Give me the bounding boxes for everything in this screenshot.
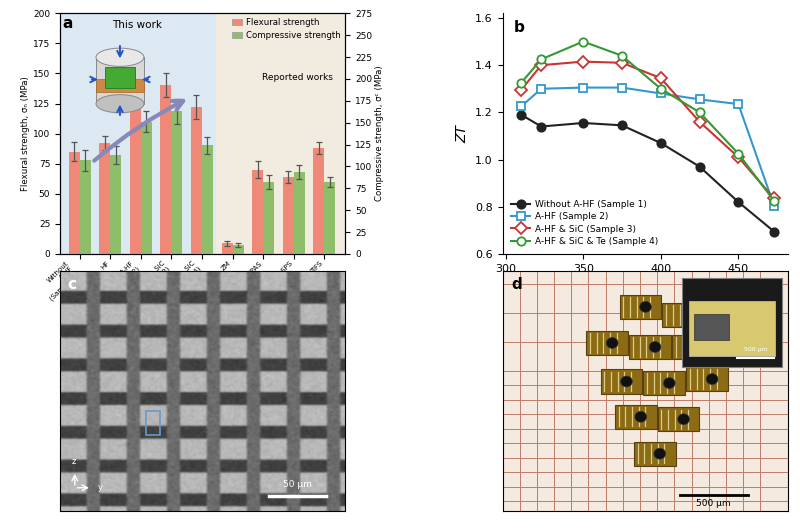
Ellipse shape — [621, 376, 632, 387]
A-HF & SiC (Sample 3) — [516, 87, 526, 93]
Bar — [263, 182, 274, 254]
A-HF & SiC (Sample 3) — [656, 75, 666, 81]
Text: This work: This work — [112, 21, 162, 30]
A-HF (Sample 2) — [734, 101, 743, 107]
Y-axis label: Flexural strength, σₙ (MPa): Flexural strength, σₙ (MPa) — [22, 76, 30, 191]
Bar — [619, 295, 662, 319]
Bar — [171, 111, 182, 254]
A-HF & SiC & Te (Sample 4) — [694, 109, 704, 116]
Text: y: y — [98, 483, 102, 492]
Bar — [324, 182, 335, 254]
Line: Without A-HF (Sample 1): Without A-HF (Sample 1) — [517, 111, 778, 236]
Text: z: z — [71, 457, 75, 466]
Ellipse shape — [706, 374, 718, 384]
Text: b: b — [514, 21, 525, 36]
Bar — [141, 122, 152, 254]
Ellipse shape — [640, 302, 651, 312]
Ellipse shape — [692, 341, 704, 352]
A-HF (Sample 2) — [656, 90, 666, 96]
Y-axis label: ZT: ZT — [455, 125, 470, 143]
Bar — [146, 411, 160, 435]
Bar — [662, 303, 704, 327]
Without A-HF (Sample 1) — [617, 122, 626, 128]
Bar — [252, 170, 263, 254]
X-axis label: T (K): T (K) — [630, 279, 660, 292]
Legend: Flexural strength, Compressive strength: Flexural strength, Compressive strength — [232, 17, 341, 40]
Bar — [80, 160, 91, 254]
Text: 50 μm: 50 μm — [283, 480, 312, 489]
Y-axis label: Compressive strength, σᶜ (MPa): Compressive strength, σᶜ (MPa) — [375, 66, 384, 201]
A-HF & SiC & Te (Sample 4) — [537, 56, 546, 63]
Bar — [191, 107, 202, 254]
Without A-HF (Sample 1) — [694, 163, 704, 170]
Ellipse shape — [730, 328, 742, 339]
A-HF & SiC (Sample 3) — [617, 59, 626, 66]
Ellipse shape — [635, 411, 646, 422]
Text: 500 μm: 500 μm — [697, 499, 731, 508]
Without A-HF (Sample 1) — [734, 199, 743, 205]
Line: A-HF & SiC & Te (Sample 4): A-HF & SiC & Te (Sample 4) — [517, 38, 778, 205]
Bar — [60, 13, 216, 254]
A-HF & SiC (Sample 3) — [537, 62, 546, 68]
A-HF & SiC & Te (Sample 4) — [516, 80, 526, 86]
Bar — [202, 145, 213, 254]
Ellipse shape — [663, 378, 675, 388]
A-HF & SiC (Sample 3) — [578, 58, 588, 65]
Without A-HF (Sample 1) — [770, 228, 779, 235]
Ellipse shape — [678, 414, 690, 425]
Bar — [672, 335, 714, 359]
A-HF & SiC & Te (Sample 4) — [656, 85, 666, 92]
Bar — [233, 245, 243, 254]
A-HF (Sample 2) — [516, 103, 526, 110]
Without A-HF (Sample 1) — [578, 120, 588, 126]
A-HF & SiC & Te (Sample 4) — [578, 38, 588, 45]
Bar — [161, 85, 171, 254]
Bar — [706, 291, 747, 315]
Bar — [615, 405, 657, 429]
Bar — [586, 331, 628, 355]
Ellipse shape — [726, 297, 737, 308]
Bar — [643, 371, 686, 395]
A-HF & SiC & Te (Sample 4) — [617, 52, 626, 59]
Bar — [222, 243, 233, 254]
Bar — [658, 407, 699, 431]
Bar — [710, 321, 752, 346]
A-HF (Sample 2) — [617, 84, 626, 91]
A-HF & SiC (Sample 3) — [734, 154, 743, 161]
Text: c: c — [67, 277, 76, 292]
Text: Reported works: Reported works — [262, 74, 332, 83]
A-HF & SiC & Te (Sample 4) — [770, 198, 779, 204]
Bar — [282, 177, 294, 254]
A-HF & SiC & Te (Sample 4) — [734, 151, 743, 157]
Ellipse shape — [649, 341, 661, 352]
A-HF (Sample 2) — [770, 202, 779, 209]
A-HF (Sample 2) — [694, 96, 704, 102]
Bar — [686, 367, 728, 391]
Ellipse shape — [654, 448, 666, 459]
Bar — [216, 13, 346, 254]
A-HF (Sample 2) — [537, 85, 546, 92]
Bar — [294, 172, 305, 254]
Without A-HF (Sample 1) — [537, 123, 546, 130]
Legend: Without A-HF (Sample 1), A-HF (Sample 2), A-HF & SiC (Sample 3), A-HF & SiC & Te: Without A-HF (Sample 1), A-HF (Sample 2)… — [507, 197, 662, 250]
Bar — [110, 155, 122, 254]
A-HF & SiC (Sample 3) — [694, 119, 704, 125]
Bar — [601, 369, 642, 393]
Bar — [634, 441, 676, 466]
Ellipse shape — [682, 310, 694, 320]
Line: A-HF & SiC (Sample 3): A-HF & SiC (Sample 3) — [517, 57, 778, 202]
A-HF (Sample 2) — [578, 84, 588, 91]
Ellipse shape — [606, 338, 618, 348]
Bar — [313, 148, 324, 254]
Without A-HF (Sample 1) — [656, 140, 666, 146]
Bar — [69, 152, 80, 254]
Line: A-HF (Sample 2): A-HF (Sample 2) — [517, 83, 778, 210]
Text: a: a — [63, 16, 74, 31]
A-HF & SiC (Sample 3) — [770, 195, 779, 201]
Bar — [99, 143, 110, 254]
Bar — [629, 335, 671, 359]
Bar — [130, 98, 141, 254]
Text: d: d — [511, 277, 522, 292]
Without A-HF (Sample 1) — [516, 111, 526, 118]
